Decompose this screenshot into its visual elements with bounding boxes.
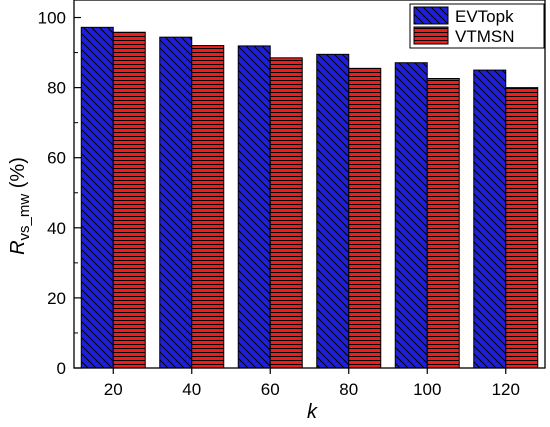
legend-label-evtopk: EVTopk [455,7,514,26]
bar-evtopk-20 [80,26,114,369]
y-axis-title: Rvs_mw (%) [7,157,33,255]
bar-vtmsn-100 [426,78,460,369]
bar-vtmsn-40 [191,45,225,369]
y-tick-label: 0 [57,359,66,378]
bars-group [80,26,539,369]
bar-evtopk-80 [316,53,350,369]
x-tick-label: 20 [104,380,123,399]
y-tick-label: 100 [38,9,66,28]
legend-swatch-evtopk [413,6,449,25]
legend-swatch-vtmsn [413,26,449,45]
plot-frame [73,0,546,369]
x-tick-label: 60 [261,380,280,399]
x-tick-label: 40 [182,380,201,399]
bar-vtmsn-120 [505,87,539,369]
bar-evtopk-120 [473,69,507,369]
bar-vtmsn-60 [269,57,303,369]
y-tick-label: 40 [47,219,66,238]
legend-label-vtmsn: VTMSN [455,27,515,46]
x-axis-title: k [307,401,318,423]
x-tick-label: 80 [339,380,358,399]
bar-evtopk-40 [159,36,193,369]
bar-vtmsn-80 [348,67,382,369]
y-tick-label: 80 [47,79,66,98]
axes-group: 0 20 40 60 80 100 20 40 60 80 100 120 [38,0,546,399]
y-tick-label: 60 [47,149,66,168]
x-tick-label: 120 [492,380,520,399]
x-tick-label: 100 [413,380,441,399]
bar-evtopk-60 [237,45,271,369]
bar-vtmsn-20 [112,31,146,369]
y-tick-label: 20 [47,289,66,308]
bar-evtopk-100 [394,62,428,369]
